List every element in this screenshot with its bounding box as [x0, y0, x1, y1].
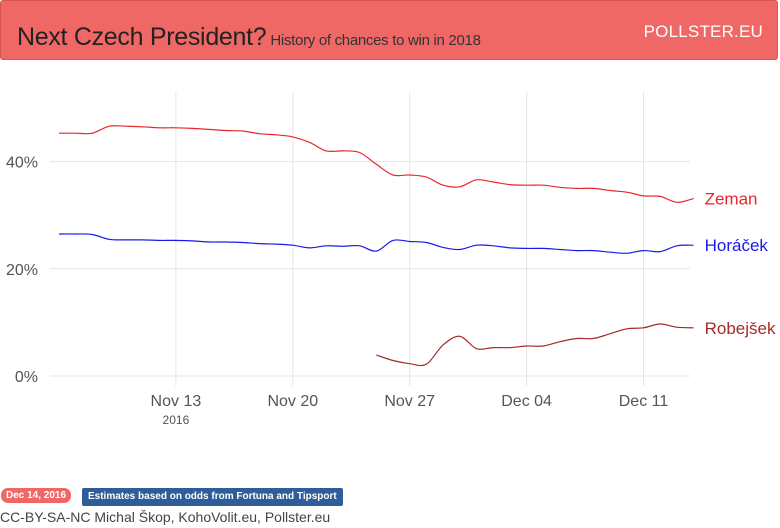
chart-header: Next Czech President? History of chances …: [0, 0, 778, 60]
series-label-horacek: Horáček: [705, 236, 769, 255]
series-end-labels: Zeman Horáček Robejšek: [705, 190, 776, 338]
chart-series: [58, 125, 694, 367]
y-axis-tick-labels: 0% 20% 40%: [6, 155, 38, 386]
series-line-horacek: [58, 233, 694, 254]
chart-title-block: Next Czech President? History of chances …: [17, 23, 481, 52]
y-tick-label: 0%: [15, 369, 38, 386]
x-tick-label: Dec 04: [501, 393, 552, 410]
series-label-robejsek: Robejšek: [705, 319, 776, 338]
y-tick-label: 40%: [6, 155, 38, 172]
line-chart: 0% 20% 40% Nov 13 2016 Nov 20 Nov 27 Dec 04 Dec…: [6, 92, 776, 427]
chart-grid: [50, 92, 690, 386]
y-tick-label: 20%: [6, 262, 38, 279]
date-badge: Dec 14, 2016: [1, 488, 72, 503]
series-label-zeman: Zeman: [705, 190, 758, 209]
source-note-badge: Estimates based on odds from Fortuna and…: [82, 488, 343, 506]
x-tick-label: Dec 11: [619, 393, 669, 410]
x-tick-label: Nov 13: [151, 393, 202, 410]
series-line-zeman: [58, 125, 694, 203]
x-axis-tick-labels: Nov 13 2016 Nov 20 Nov 27 Dec 04 Dec 11: [151, 393, 669, 427]
chart-subtitle: History of chances to win in 2018: [270, 32, 481, 49]
x-tick-label: Nov 20: [267, 393, 318, 410]
brand-logo-text[interactable]: POLLSTER.EU: [643, 22, 763, 41]
credits-text: CC-BY-SA-NC Michal Škop, KohoVolit.eu, P…: [0, 509, 331, 525]
x-tick-label: Nov 27: [384, 393, 435, 410]
series-line-robejsek: [376, 323, 694, 367]
x-tick-sublabel: 2016: [163, 413, 190, 427]
chart-title: Next Czech President?: [17, 23, 267, 51]
